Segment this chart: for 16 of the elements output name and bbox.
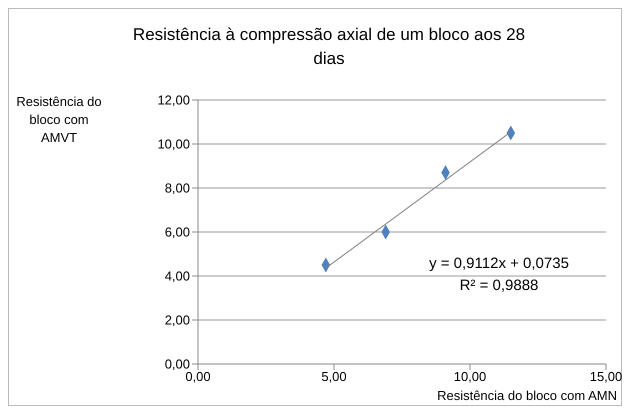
x-tick-label: 0,00 xyxy=(185,369,211,384)
y-tick-label: 10,00 xyxy=(157,136,190,152)
y-tick-label: 12,00 xyxy=(157,92,190,108)
x-tick-label: 5,00 xyxy=(321,369,347,384)
x-axis-title: Resistência do bloco com AMN xyxy=(437,388,617,403)
y-tick-label: 4,00 xyxy=(164,268,190,284)
y-tick-label: 2,00 xyxy=(164,312,190,328)
annotation: R² = 0,9888 xyxy=(458,276,540,296)
chart-title: Resistência à compressão axial de um bloco aos 28 dias xyxy=(132,24,526,70)
x-tick-label: 15,00 xyxy=(590,369,622,384)
y-tick-label: 8,00 xyxy=(164,180,190,196)
y-axis-title: Resistência do bloco com AMVT xyxy=(15,93,103,147)
annotation: y = 0,9112x + 0,0735 xyxy=(428,254,570,274)
x-tick-label: 10,00 xyxy=(454,369,486,384)
y-tick-label: 6,00 xyxy=(164,224,190,240)
y-tick-label: 0,00 xyxy=(164,356,190,372)
